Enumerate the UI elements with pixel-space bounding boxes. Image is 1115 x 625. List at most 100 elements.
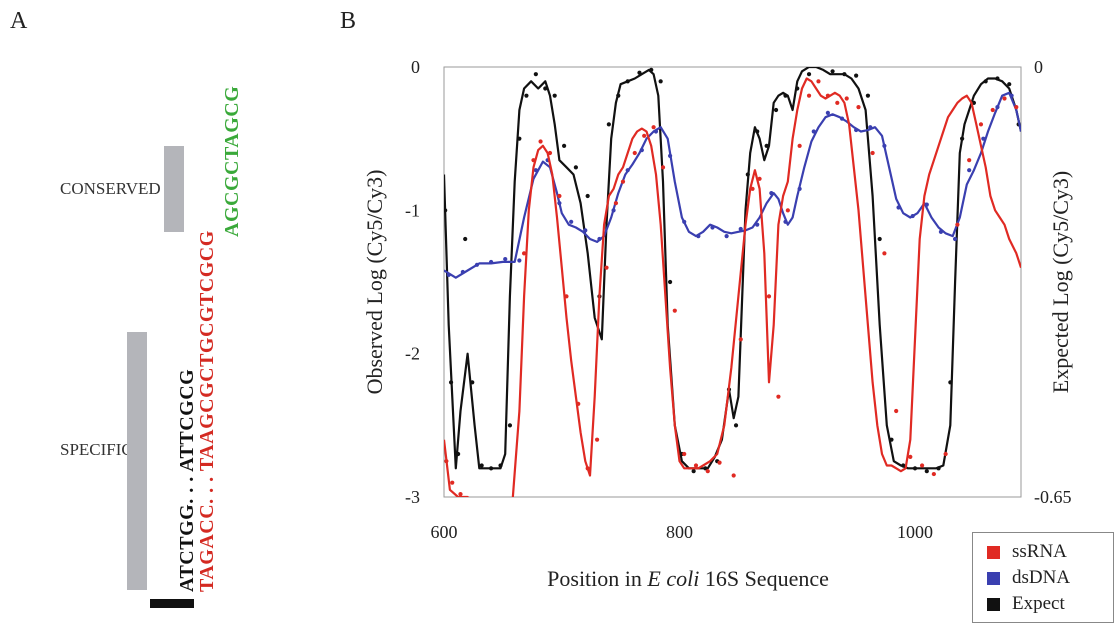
y-axis-label-right: Expected Log (Cy5/Cy3) [1048,171,1073,393]
point-ssrna [705,469,710,474]
point-dsdna [967,168,972,173]
legend-label-expect: Expect [1012,593,1065,614]
point-ssrna [816,79,821,84]
legend-swatch-expect [987,597,1000,611]
point-ssrna [632,150,637,156]
line-ssrna [444,77,1021,497]
point-expect [573,165,578,170]
point-ssrna [797,143,802,148]
x-tick-label: 1000 [897,522,933,542]
series-dsdna [444,91,1021,279]
point-ssrna [477,509,481,513]
point-expect [524,93,529,98]
point-ssrna [919,463,925,468]
point-ssrna [717,460,722,465]
x-axis-label: Position in E coli 16S Sequence [547,566,829,591]
point-ssrna [604,265,609,270]
point-ssrna [856,105,861,110]
line-dsdna [444,91,1021,279]
panel-label-a: A [10,8,28,34]
point-expect [463,236,468,242]
point-ssrna [557,193,562,199]
point-expect [806,72,812,77]
point-ssrna [731,473,736,478]
legend-swatch-ssrna [987,545,1000,559]
point-ssrna [594,437,600,442]
x-axis-label-prefix: Position in [547,566,647,591]
point-dsdna [825,110,830,115]
point-ssrna [1014,105,1019,110]
legend-item-dsdna: dsDNA [987,565,1070,591]
point-ssrna [672,308,677,313]
point-expect [733,423,739,428]
point-expect [606,122,611,127]
point-ssrna [651,125,656,130]
specific-label: SPECIFIC [60,440,133,459]
point-ssrna [931,471,936,477]
legend-swatch-dsdna [987,571,1000,585]
tick-layer: 600 800 1000 0 -1 -2 -3 0 -0.65 [405,57,1072,542]
point-ssrna [908,454,913,459]
point-ssrna [806,93,812,98]
legend-item-ssrna: ssRNA [987,539,1067,565]
point-ssrna [450,480,455,485]
y-tick-label-left: -3 [405,487,420,507]
point-expect [658,79,663,84]
point-ssrna [766,294,772,299]
point-expect [479,463,484,468]
point-ssrna [835,100,840,105]
y-tick-label-right: -0.65 [1034,487,1072,507]
point-expect [667,279,673,285]
y-tick-label-right: 0 [1034,57,1043,77]
point-ssrna [967,158,972,163]
x-axis-label-suffix: 16S Sequence [699,566,829,591]
conserved-bracket [164,146,184,232]
point-ssrna [738,337,743,342]
y-tick-label-left: -2 [405,344,420,364]
point-ssrna [620,179,626,184]
conserved-label: CONSERVED [60,179,161,198]
point-expect [865,93,871,98]
point-ssrna [660,165,666,170]
point-ssrna [844,96,849,101]
point-ssrna [870,150,875,156]
point-ssrna [785,208,790,213]
point-ssrna [642,133,647,138]
point-expect [877,236,882,242]
point-ssrna [682,451,687,457]
point-expect [854,73,859,78]
x-tick-label: 800 [666,522,693,542]
point-ssrna [978,122,984,127]
panel-label-b: B [340,8,357,34]
line-expect [444,67,1021,470]
y-axis-label-left: Observed Log (Cy5/Cy3) [362,170,387,395]
legend-label-dsdna: dsDNA [1012,567,1071,588]
series-expect [444,62,1021,474]
point-expect [924,469,929,474]
x-tick-label: 600 [431,522,458,542]
point-expect [1007,82,1012,87]
y-tick-label-left: -1 [405,200,420,220]
legend-label-ssrna: ssRNA [1012,541,1067,562]
scale-bar [150,599,194,608]
point-dsdna [724,234,729,239]
point-ssrna [776,394,781,399]
point-dsdna [503,256,508,262]
point-ssrna [894,408,899,414]
legend: ssRNA dsDNA Expect [972,532,1114,623]
point-ssrna [538,139,543,144]
point-expect [773,107,779,113]
point-expect [819,62,823,66]
point-dsdna [517,258,522,263]
x-axis-label-italic: E coli [646,566,699,591]
plot-border [443,66,1022,498]
point-ssrna [468,502,472,506]
point-expect [830,69,835,74]
plot-frame [443,66,1022,498]
series-ssrna [444,77,1021,513]
point-ssrna [458,492,463,497]
point-ssrna [613,201,619,206]
point-dsdna [569,219,574,224]
point-ssrna [693,463,699,468]
point-ssrna [1002,96,1007,101]
